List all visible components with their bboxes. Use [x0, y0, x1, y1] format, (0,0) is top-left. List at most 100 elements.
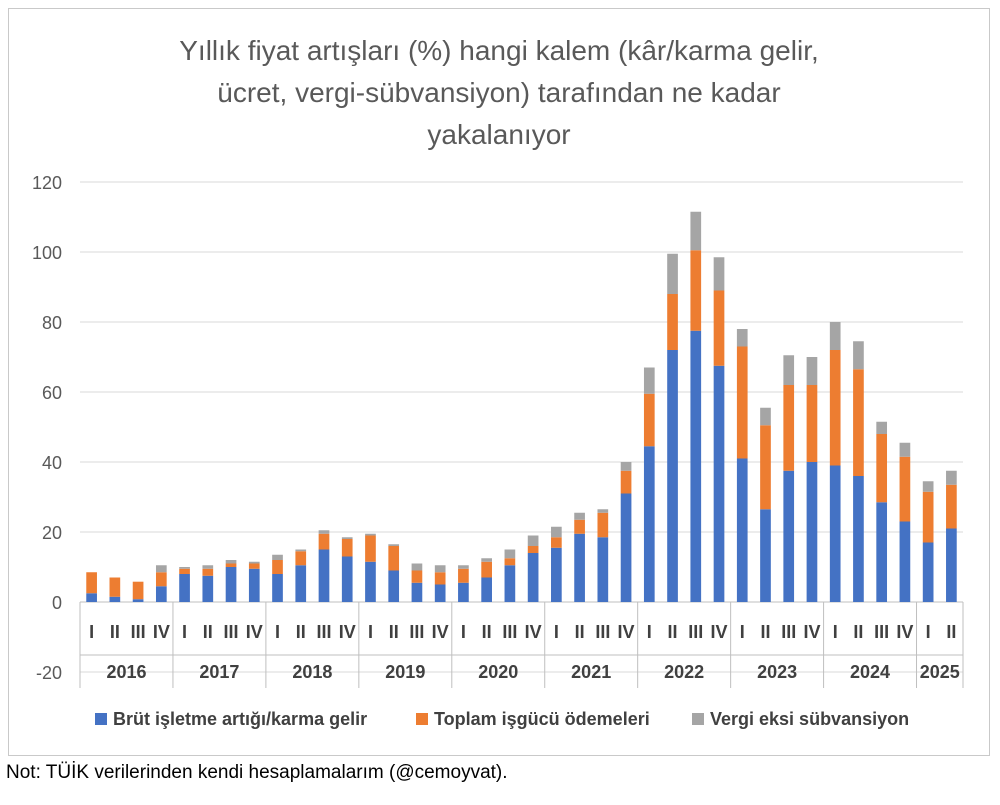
quarter-label: IV	[432, 622, 449, 642]
bar-segment-series-2	[736, 346, 748, 459]
bar-segment-series-2	[411, 570, 423, 583]
bar-segment-series-2	[760, 425, 771, 510]
bar-segment-series-1	[248, 568, 260, 602]
bar-segment-series-1	[620, 493, 632, 602]
y-tick-label: -20	[36, 663, 62, 683]
year-label: 2024	[850, 662, 890, 682]
year-label: 2018	[292, 662, 332, 682]
quarter-label: II	[946, 622, 956, 642]
quarter-label: IV	[153, 622, 170, 642]
bar-segment-series-1	[458, 582, 469, 602]
quarter-label: IV	[339, 622, 356, 642]
quarter-label: I	[89, 622, 94, 642]
bar-segment-series-1	[225, 567, 237, 602]
quarter-label: IV	[525, 622, 542, 642]
quarter-label: II	[110, 622, 120, 642]
bar-segment-series-1	[922, 542, 934, 602]
bar-segment-series-3	[620, 462, 632, 471]
bar-segment-series-1	[783, 470, 795, 602]
quarter-label: II	[575, 622, 585, 642]
y-tick-label: 100	[32, 243, 62, 263]
quarter-label: III	[224, 622, 239, 642]
quarter-label: II	[482, 622, 492, 642]
quarter-label: III	[502, 622, 517, 642]
bar-segment-series-3	[690, 211, 702, 251]
bar-segment-series-3	[248, 561, 260, 564]
y-tick-label: 60	[42, 383, 62, 403]
year-label: 2017	[199, 662, 239, 682]
y-tick-label: 20	[42, 523, 62, 543]
quarter-label: I	[740, 622, 745, 642]
bar-segment-series-1	[643, 446, 655, 602]
bar-segment-series-2	[202, 568, 214, 576]
bar-segment-series-2	[783, 385, 795, 471]
bar-segment-series-2	[318, 533, 330, 550]
quarter-label: IV	[896, 622, 913, 642]
bar-segment-series-3	[504, 549, 516, 559]
year-label: 2016	[106, 662, 146, 682]
y-tick-label: 80	[42, 313, 62, 333]
bar-segment-series-2	[295, 551, 307, 566]
bar-segment-series-1	[434, 584, 446, 602]
chart-frame	[8, 8, 990, 756]
quarter-label: II	[296, 622, 306, 642]
bar-segment-series-1	[341, 556, 353, 602]
bar-segment-series-3	[736, 329, 748, 347]
bar-segment-series-1	[899, 521, 911, 602]
bar-segment-series-3	[876, 421, 888, 434]
bar-segment-series-3	[155, 565, 167, 573]
legend-label-series-3: Vergi eksi sübvansiyon	[710, 709, 909, 729]
quarter-label: I	[275, 622, 280, 642]
bar-segment-series-1	[876, 502, 888, 602]
bar-segment-series-1	[155, 586, 167, 602]
bar-segment-series-1	[179, 574, 190, 602]
bar-segment-series-1	[109, 596, 121, 602]
bar-segment-series-3	[272, 554, 283, 560]
legend-swatch-series-1	[95, 713, 107, 725]
bar-segment-series-2	[155, 572, 167, 587]
bar-segment-series-2	[853, 369, 864, 476]
bar-segment-series-3	[946, 470, 957, 485]
bar-segment-series-3	[806, 357, 818, 385]
quarter-label: III	[595, 622, 610, 642]
bar-segment-series-1	[365, 561, 376, 602]
bar-segment-series-2	[434, 572, 446, 585]
bar-segment-series-3	[643, 367, 655, 394]
bar-segment-series-2	[341, 539, 353, 557]
bar-segment-series-3	[899, 442, 911, 457]
bar-segment-series-1	[597, 537, 609, 602]
bar-segment-series-3	[179, 567, 190, 569]
bar-segment-series-3	[922, 481, 934, 492]
year-label: 2023	[757, 662, 797, 682]
bar-segment-series-2	[365, 535, 376, 562]
bar-segment-series-3	[481, 558, 492, 562]
bar-segment-series-2	[643, 393, 655, 447]
bar-segment-series-3	[853, 341, 864, 370]
quarter-label: III	[688, 622, 703, 642]
bar-segment-series-2	[946, 484, 957, 529]
bar-segment-series-1	[86, 593, 97, 602]
bar-segment-series-1	[504, 565, 516, 602]
bar-segment-series-3	[365, 533, 376, 536]
bar-segment-series-2	[806, 385, 818, 462]
bar-segment-series-2	[899, 456, 911, 522]
quarter-label: II	[203, 622, 213, 642]
chart-title-line-2: ücret, vergi-sübvansiyon) tarafından ne …	[217, 77, 781, 108]
bar-segment-series-1	[736, 458, 748, 602]
bar-segment-series-2	[527, 546, 539, 553]
bar-segment-series-1	[527, 553, 539, 602]
quarter-label: III	[316, 622, 331, 642]
footnote: Not: TÜİK verilerinden kendi hesaplamala…	[6, 762, 508, 783]
bar-segment-series-3	[295, 549, 307, 552]
quarter-label: I	[833, 622, 838, 642]
legend-label-series-2: Toplam işgücü ödemeleri	[434, 709, 650, 729]
bar-segment-series-3	[318, 530, 330, 534]
bar-segment-series-3	[202, 565, 214, 569]
quarter-label: IV	[618, 622, 635, 642]
bar-segment-series-2	[829, 350, 841, 466]
bar-segment-series-3	[783, 355, 795, 385]
quarter-label: IV	[246, 622, 263, 642]
quarter-label: II	[760, 622, 770, 642]
quarter-label: III	[781, 622, 796, 642]
bar-segment-series-3	[597, 509, 609, 513]
